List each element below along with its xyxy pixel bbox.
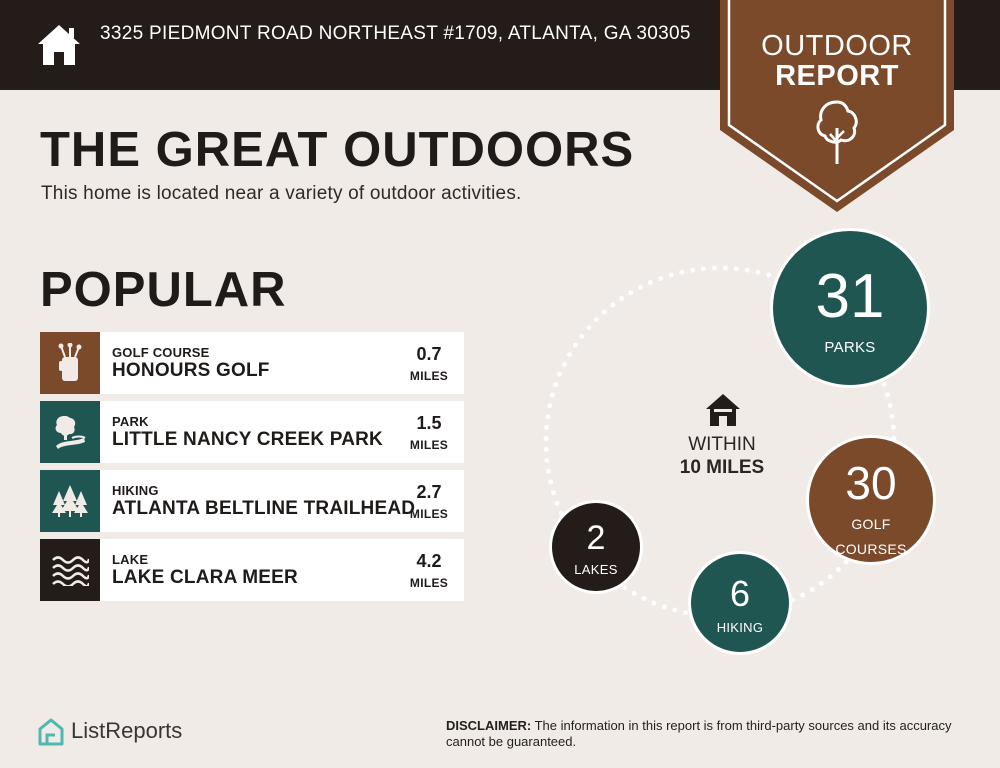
item-name: LITTLE NANCY CREEK PARK [112,429,383,450]
outdoor-report-badge: OUTDOOR REPORT [720,0,954,212]
popular-heading: POPULAR [40,263,287,317]
golf-label-line2: COURSES [835,541,907,557]
golf-bag-icon [40,332,100,394]
disclaimer-label: DISCLAIMER: [446,718,532,733]
item-distance: 2.7 [416,482,442,502]
parks-count-bubble: 31 PARKS [770,228,930,388]
page-subtitle: This home is located near a variety of o… [41,183,522,204]
golf-count: 30 [845,457,897,509]
item-category: PARK [112,414,149,429]
item-distance-unit: MILES [409,438,449,452]
park-icon [40,401,100,463]
pine-trees-icon [40,470,100,532]
item-name: ATLANTA BELTLINE TRAILHEAD [112,498,416,519]
item-category: HIKING [112,483,159,498]
item-category: GOLF COURSE [112,345,210,360]
lakes-count-bubble: 2 LAKES [549,500,643,594]
item-name: HONOURS GOLF [112,360,270,381]
property-address: 3325 PIEDMONT ROAD NORTHEAST #1709, ATLA… [100,23,691,44]
page-title: THE GREAT OUTDOORS [40,123,635,177]
hiking-count-bubble: 6 HIKING [688,551,792,655]
badge-title-line2: REPORT [775,60,899,92]
parks-count: 31 [815,262,885,331]
brand-name: ListReports [71,718,183,743]
lakes-count: 2 [586,519,606,557]
item-distance-unit: MILES [409,369,449,383]
hiking-label: HIKING [716,620,764,635]
list-item: LAKE LAKE CLARA MEER 4.2 MILES [40,539,464,601]
list-item: HIKING ATLANTA BELTLINE TRAILHEAD 2.7 MI… [40,470,464,532]
item-distance: 4.2 [416,551,442,571]
popular-list: GOLF COURSE HONOURS GOLF 0.7 MILES PARK … [40,332,464,608]
home-icon [38,25,80,65]
golf-count-bubble: 30 GOLF COURSES [806,435,936,565]
parks-label: PARKS [824,339,876,356]
item-distance: 1.5 [416,413,442,433]
item-distance-unit: MILES [409,576,449,590]
badge-shield-shape [720,0,954,212]
hiking-count: 6 [729,573,751,614]
disclaimer: DISCLAIMER: The information in this repo… [446,718,976,750]
radius-label-within: WITHIN [688,434,756,455]
disclaimer-text: The information in this report is from t… [446,718,952,749]
list-item: GOLF COURSE HONOURS GOLF 0.7 MILES [40,332,464,394]
item-distance-unit: MILES [409,507,449,521]
item-category: LAKE [112,552,149,567]
item-distance: 0.7 [416,344,442,364]
tree-icon [816,100,858,164]
lakes-label: LAKES [574,562,618,577]
item-name: LAKE CLARA MEER [112,567,298,588]
listreports-logo-icon [38,718,64,746]
water-waves-icon [40,539,100,601]
radius-label-distance: 10 MILES [679,457,765,478]
home-icon [706,394,740,426]
golf-label-line1: GOLF [851,516,891,532]
badge-title-line1: OUTDOOR [761,30,913,62]
list-item: PARK LITTLE NANCY CREEK PARK 1.5 MILES [40,401,464,463]
